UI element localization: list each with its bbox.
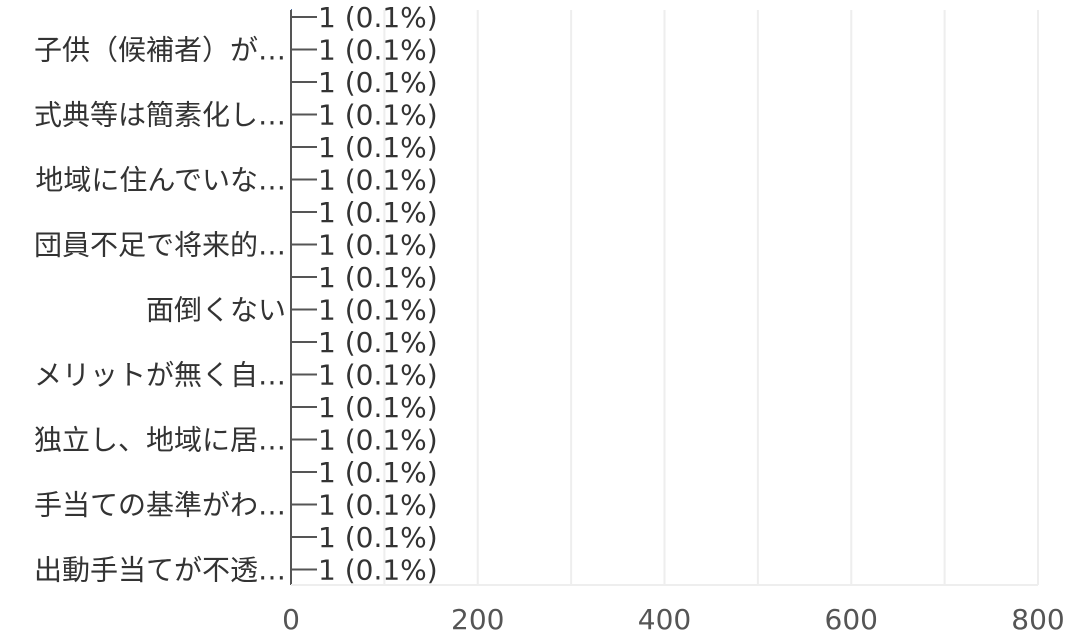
data-label: 1 (0.1%) <box>318 66 438 99</box>
data-label: 1 (0.1%) <box>318 196 438 229</box>
data-label: 1 (0.1%) <box>318 554 438 587</box>
data-label: 1 (0.1%) <box>318 131 438 164</box>
category-label: 団員不足で将来的… <box>34 229 286 262</box>
x-axis: 0 200 400 600 800 <box>282 584 1065 635</box>
category-label: 子供（候補者）が… <box>34 34 286 67</box>
category-label: 式典等は簡素化し… <box>34 99 286 132</box>
data-label: 1 (0.1%) <box>318 229 438 262</box>
x-tick-label: 600 <box>825 603 878 635</box>
category-label: 独立し、地域に居… <box>34 424 286 457</box>
x-tick-label: 0 <box>282 603 300 635</box>
category-label: 出動手当てが不透… <box>34 554 286 587</box>
bars: 1 (0.1%)1 (0.1%)1 (0.1%)1 (0.1%)1 (0.1%)… <box>291 1 438 587</box>
category-label: 手当ての基準がわ… <box>34 489 286 522</box>
data-label: 1 (0.1%) <box>318 489 438 522</box>
x-tick-label: 800 <box>1011 603 1064 635</box>
category-label: メリットが無く自… <box>34 359 286 392</box>
data-label: 1 (0.1%) <box>318 391 438 424</box>
data-label: 1 (0.1%) <box>318 164 438 197</box>
x-tick-label: 200 <box>451 603 504 635</box>
data-label: 1 (0.1%) <box>318 294 438 327</box>
data-label: 1 (0.1%) <box>318 261 438 294</box>
data-label: 1 (0.1%) <box>318 99 438 132</box>
data-label: 1 (0.1%) <box>318 326 438 359</box>
category-label: 面倒くない <box>146 294 286 327</box>
data-label: 1 (0.1%) <box>318 359 438 392</box>
data-label: 1 (0.1%) <box>318 34 438 67</box>
grid-lines <box>383 10 1039 585</box>
data-label: 1 (0.1%) <box>318 456 438 489</box>
y-axis: 子供（候補者）が… 式典等は簡素化し… 地域に住んでいな… 団員不足で将来的… 面倒くな… <box>34 10 317 587</box>
data-label: 1 (0.1%) <box>318 1 438 34</box>
data-label: 1 (0.1%) <box>318 521 438 554</box>
x-tick-label: 400 <box>638 603 691 635</box>
category-label: 地域に住んでいな… <box>35 164 286 197</box>
data-label: 1 (0.1%) <box>318 424 438 457</box>
